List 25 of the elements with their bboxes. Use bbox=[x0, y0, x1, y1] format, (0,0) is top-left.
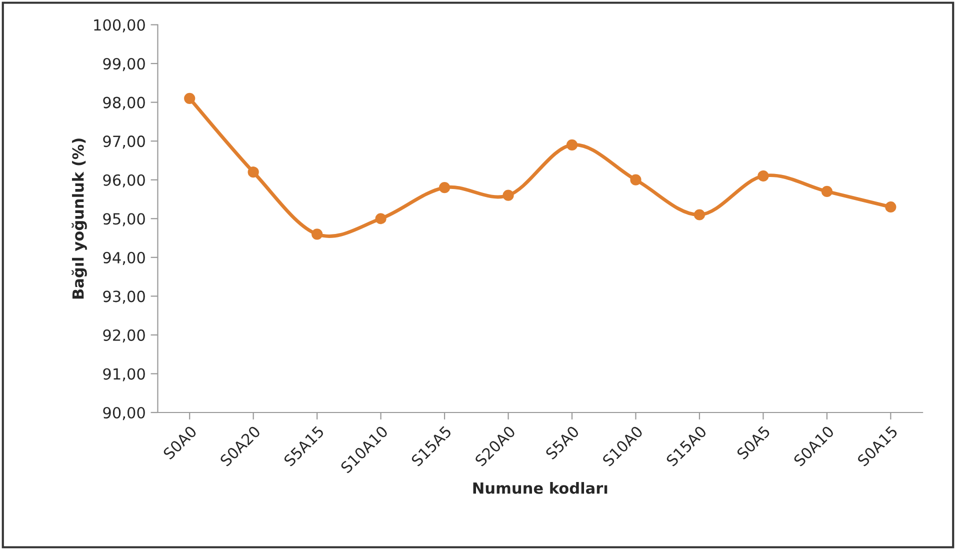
y-tick-label: 90,00 bbox=[103, 406, 145, 420]
y-tick-label: 98,00 bbox=[103, 96, 145, 110]
y-tick-label: 92,00 bbox=[103, 329, 145, 343]
y-tick-label: 96,00 bbox=[103, 174, 145, 188]
point bbox=[248, 166, 259, 178]
point bbox=[885, 201, 896, 213]
y-tick-label: 97,00 bbox=[103, 136, 145, 149]
point bbox=[438, 182, 450, 194]
x-axis-title: Numune kodları bbox=[473, 482, 608, 494]
point bbox=[375, 213, 386, 224]
y-tick-label: 93,00 bbox=[103, 290, 145, 304]
y-tick-label: 100,00 bbox=[94, 19, 145, 32]
point bbox=[694, 209, 706, 220]
y-tick-label: 94,00 bbox=[103, 252, 145, 265]
point bbox=[184, 92, 196, 104]
point bbox=[758, 170, 769, 182]
point bbox=[502, 190, 514, 201]
y-tick-label: 91,00 bbox=[103, 368, 145, 382]
point bbox=[566, 139, 578, 151]
point bbox=[821, 186, 832, 198]
point bbox=[630, 174, 642, 186]
y-axis-title: Bağıl yoğunluk (%) bbox=[72, 138, 87, 299]
y-tick-label: 99,00 bbox=[103, 58, 145, 72]
y-tick-label: 95,00 bbox=[103, 213, 145, 226]
point bbox=[312, 228, 323, 240]
